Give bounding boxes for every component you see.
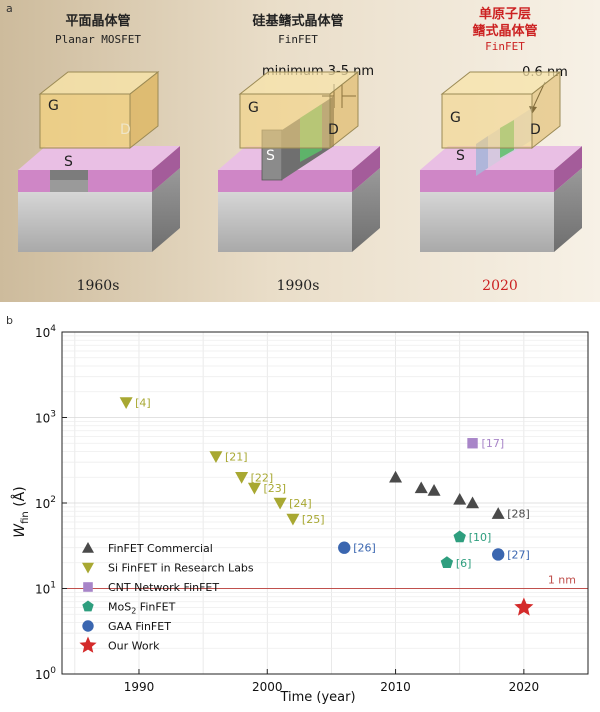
- data-points: [28] [4] [21][22][23][24] [25] [17] [10] [6] [2…: [119, 396, 534, 616]
- fin-width-scatter-chart: b 1 nm 1990 2000 2010 2020 100 101 102 103 104 […: [6, 314, 589, 705]
- device-finfet: 硅基鳍式晶体管 FinFET minimum 3-5 nm G S D 1990…: [218, 13, 380, 294]
- panel-b-fin-width-chart: b 1 nm 1990 2000 2010 2020 100 101 102 103 104 […: [0, 302, 600, 708]
- legend-entry-label: Si FinFET in Research Labs: [108, 562, 254, 575]
- data-point-triangle-down: [273, 497, 287, 510]
- legend-marker-circle: [82, 620, 94, 632]
- device-title-cn-1: 单原子层: [479, 6, 531, 22]
- data-point-circle: [492, 548, 505, 561]
- panel-label-b: b: [6, 314, 13, 327]
- x-tick-label: 1990: [124, 680, 155, 694]
- legend-marker-star: [79, 636, 97, 653]
- gate-label: G: [450, 110, 461, 126]
- data-point-label: [22]: [251, 471, 274, 484]
- data-point-label: [21]: [225, 450, 248, 463]
- data-point-triangle-up: [427, 484, 441, 496]
- drain-label: D: [120, 122, 131, 138]
- device-year: 1990s: [277, 278, 320, 294]
- legend-entry-label: FinFET Commercial: [108, 542, 213, 555]
- device-title-cn-2: 鳍式晶体管: [472, 23, 537, 39]
- legend-entry-label: GAA FinFET: [108, 620, 171, 633]
- y-tick-label: 100: [35, 666, 56, 682]
- x-tick-label: 2000: [252, 680, 283, 694]
- y-tick-label: 101: [35, 581, 56, 597]
- data-point-triangle-up: [414, 481, 428, 494]
- x-tick-label: 2020: [509, 680, 540, 694]
- y-tick-label: 103: [35, 410, 56, 426]
- data-point-triangle-down: [286, 513, 300, 526]
- data-point-label: [25]: [302, 513, 325, 526]
- data-point-pentagon: [440, 556, 454, 568]
- legend-marker-triangle-up: [82, 542, 94, 553]
- y-tick-label: 102: [35, 495, 56, 511]
- device-monolayer-finfet: 单原子层 鳍式晶体管 FinFET 0.6 nm G S D 2020: [420, 6, 582, 294]
- device-title-cn: 硅基鳍式晶体管: [252, 13, 343, 29]
- y-axis-label: Wfin (Å): [11, 486, 31, 537]
- data-point-label: [27]: [507, 548, 530, 561]
- data-point-label: [4]: [135, 396, 151, 409]
- data-point-label: [24]: [289, 497, 312, 510]
- gate-label: G: [48, 98, 59, 114]
- data-point-label: [23]: [263, 482, 286, 495]
- data-point-label: [28]: [507, 508, 530, 521]
- grid: [62, 332, 589, 675]
- data-point-star: [514, 597, 534, 616]
- device-title-en: Planar MOSFET: [55, 33, 141, 46]
- data-point-triangle-down: [119, 397, 133, 409]
- source-label: S: [456, 148, 465, 164]
- data-point-triangle-down: [209, 451, 223, 463]
- axes: 1990 2000 2010 2020 100 101 102 103 104: [35, 324, 589, 694]
- source-label: S: [266, 148, 275, 164]
- device-year: 1960s: [77, 278, 120, 294]
- data-point-label: [17]: [482, 437, 505, 450]
- legend-entry-label: MoS2 FinFET: [108, 601, 176, 616]
- gate-label: G: [248, 100, 259, 116]
- panel-a-device-evolution: a 平面晶体管 Planar MOSFET G S D 1960s 硅基鳍式晶体…: [0, 0, 600, 302]
- device-planar: 平面晶体管 Planar MOSFET G S D 1960s: [18, 13, 180, 294]
- legend-entry-label: Our Work: [108, 640, 160, 653]
- drain-label: D: [530, 122, 541, 138]
- data-point-circle: [338, 541, 351, 554]
- data-point-triangle-up: [453, 492, 467, 505]
- legend-marker-pentagon: [82, 600, 94, 612]
- legend-marker-square: [83, 582, 93, 592]
- legend-marker-triangle-down: [82, 562, 94, 574]
- device-year: 2020: [482, 278, 518, 294]
- device-title-en: FinFET: [278, 33, 318, 46]
- legend-entry-label: CNT Network FinFET: [108, 581, 219, 594]
- data-point-label: [6]: [456, 557, 472, 570]
- panel-label-a: a: [6, 2, 13, 15]
- data-point-triangle-up: [389, 470, 403, 483]
- drain-label: D: [328, 122, 339, 138]
- data-point-triangle-down: [247, 482, 261, 495]
- data-point-label: [26]: [353, 542, 376, 555]
- reference-line-group: 1 nm: [62, 574, 588, 589]
- legend: FinFET Commercial Si FinFET in Research L…: [79, 542, 254, 653]
- data-point-triangle-down: [235, 472, 249, 484]
- y-tick-label: 104: [35, 324, 56, 340]
- reference-line-label: 1 nm: [548, 574, 576, 587]
- data-point-pentagon: [453, 530, 466, 543]
- device-title-cn: 平面晶体管: [65, 13, 130, 29]
- data-point-square: [467, 438, 478, 449]
- device-title-en: FinFET: [485, 40, 525, 53]
- data-point-label: [10]: [469, 531, 492, 544]
- device-illustration: a 平面晶体管 Planar MOSFET G S D 1960s 硅基鳍式晶体…: [0, 0, 600, 302]
- data-point-triangle-up: [491, 507, 505, 519]
- x-axis-label: Time (year): [279, 690, 355, 705]
- x-tick-label: 2010: [380, 680, 411, 694]
- source-label: S: [64, 154, 73, 170]
- data-point-triangle-up: [466, 496, 480, 509]
